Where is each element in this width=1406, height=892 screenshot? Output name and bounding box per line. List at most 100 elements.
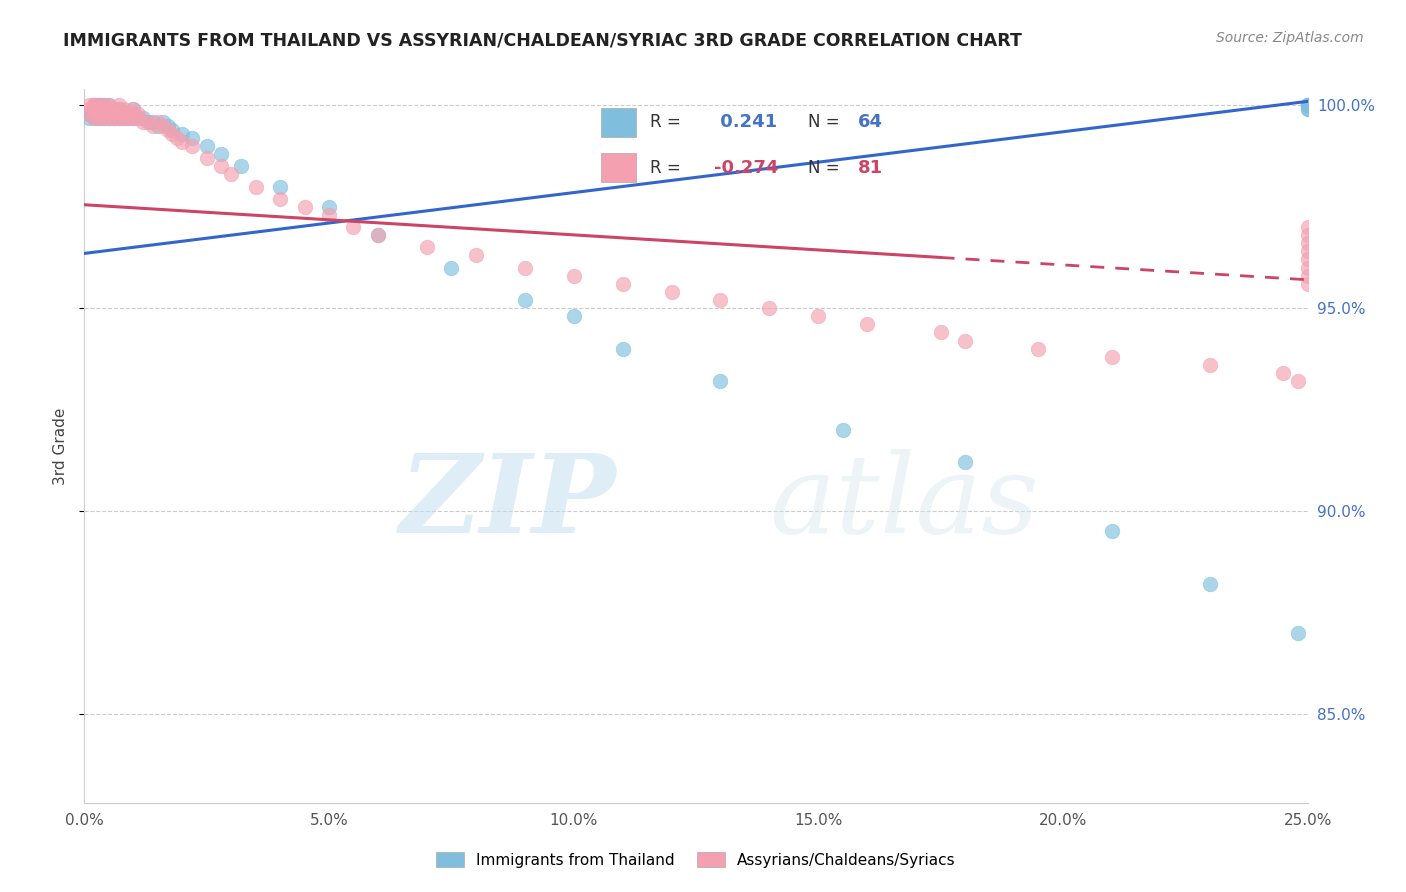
Text: ZIP: ZIP (399, 450, 616, 557)
Point (107, 111, 129, 125)
Point (156, 122, 179, 136)
Point (107, 98, 129, 112)
Point (93, 106, 115, 120)
Point (117, 111, 139, 125)
Point (83, 106, 105, 120)
Point (1028, 342, 1050, 356)
Point (83, 106, 105, 120)
Point (93, 98, 115, 112)
Point (229, 159, 252, 173)
Point (146, 114, 169, 128)
Legend: Immigrants from Thailand, Assyrians/Chaldeans/Syriacs: Immigrants from Thailand, Assyrians/Chal… (430, 846, 962, 873)
Point (1296, 277, 1319, 291)
Point (162, 122, 184, 136)
Point (122, 103, 145, 117)
Point (77, 98, 100, 112)
Point (107, 111, 129, 125)
Point (127, 111, 149, 125)
Point (1198, 358, 1220, 372)
Text: N =: N = (808, 113, 839, 131)
Point (83, 103, 105, 117)
Point (117, 111, 139, 125)
Point (122, 106, 145, 120)
Point (117, 106, 139, 120)
Point (513, 293, 536, 307)
Point (87, 103, 110, 117)
Point (122, 111, 145, 125)
Point (97, 103, 120, 117)
Point (1296, 103, 1319, 117)
Point (87, 106, 110, 120)
Point (1296, 260, 1319, 275)
Point (318, 200, 340, 214)
Point (181, 131, 204, 145)
Point (83, 111, 105, 125)
Point (152, 114, 174, 128)
Point (103, 106, 125, 120)
Text: atlas: atlas (769, 450, 1039, 557)
Point (1296, 252, 1319, 267)
Point (93, 111, 115, 125)
Point (1198, 577, 1220, 591)
Point (93, 98, 115, 112)
Point (83, 111, 105, 125)
Point (294, 200, 316, 214)
Point (209, 147, 232, 161)
Point (146, 119, 169, 133)
Point (87, 111, 110, 125)
Point (107, 106, 129, 120)
Point (112, 111, 135, 125)
Point (93, 111, 115, 125)
FancyBboxPatch shape (602, 108, 636, 136)
Point (269, 179, 291, 194)
Point (103, 111, 125, 125)
Point (77, 106, 100, 120)
Point (709, 293, 731, 307)
Point (87, 111, 110, 125)
Point (83, 98, 105, 112)
Point (416, 240, 439, 254)
Point (1296, 98, 1319, 112)
Point (97, 111, 120, 125)
Point (1296, 98, 1319, 112)
Point (127, 106, 149, 120)
Point (97, 98, 120, 112)
Point (367, 228, 389, 243)
Point (1101, 350, 1123, 364)
Point (142, 114, 165, 128)
Point (342, 220, 364, 235)
Point (1296, 236, 1319, 251)
Text: 0.241: 0.241 (713, 113, 776, 131)
Point (97, 98, 120, 112)
Point (856, 318, 879, 332)
Point (152, 119, 174, 133)
Point (181, 139, 204, 153)
Point (758, 301, 780, 315)
Point (172, 127, 194, 141)
Point (195, 139, 218, 153)
Point (103, 103, 125, 117)
Point (1286, 625, 1309, 640)
Point (122, 111, 145, 125)
Point (1286, 374, 1309, 388)
Point (929, 326, 952, 340)
Text: R =: R = (650, 159, 681, 177)
Point (464, 248, 486, 262)
Point (162, 127, 184, 141)
Point (1272, 366, 1295, 380)
Point (156, 119, 179, 133)
Point (107, 103, 129, 117)
Point (562, 268, 585, 283)
Point (1296, 98, 1319, 112)
Point (142, 119, 165, 133)
Point (112, 111, 135, 125)
Text: IMMIGRANTS FROM THAILAND VS ASSYRIAN/CHALDEAN/SYRIAC 3RD GRADE CORRELATION CHART: IMMIGRANTS FROM THAILAND VS ASSYRIAN/CHA… (63, 31, 1022, 49)
Point (87, 98, 110, 112)
Point (93, 103, 115, 117)
Point (245, 179, 267, 194)
Point (513, 260, 536, 275)
Point (87, 103, 110, 117)
Point (107, 103, 129, 117)
Point (209, 159, 232, 173)
Point (709, 374, 731, 388)
